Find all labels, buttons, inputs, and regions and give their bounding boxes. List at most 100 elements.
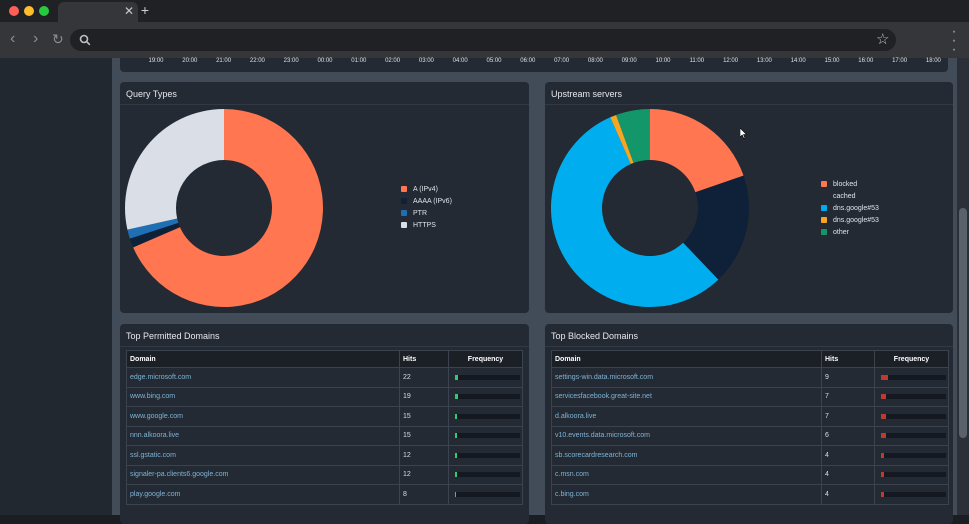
legend-item[interactable]: blocked <box>821 178 879 190</box>
domain-link[interactable]: edge.microsoft.com <box>126 367 400 388</box>
legend-item[interactable]: dns.google#53 <box>821 202 879 214</box>
domain-link[interactable]: play.google.com <box>126 484 400 505</box>
frequency-column-header[interactable]: Frequency <box>448 350 523 368</box>
domain-link[interactable]: www.bing.com <box>126 386 400 407</box>
hits-cell: 4 <box>821 484 875 505</box>
domain-link[interactable]: nnn.alkoora.live <box>126 425 400 446</box>
domain-column-header[interactable]: Domain <box>551 350 822 368</box>
frequency-cell <box>448 484 523 505</box>
donut-slice[interactable] <box>616 109 650 163</box>
legend-swatch <box>401 186 407 192</box>
domain-link[interactable]: v10.events.data.microsoft.com <box>551 425 822 446</box>
frequency-cell <box>448 406 523 427</box>
legend-label: blocked <box>833 180 858 188</box>
legend-item[interactable]: HTTPS <box>401 219 452 231</box>
hits-cell: 7 <box>821 406 875 427</box>
legend-swatch <box>401 222 407 228</box>
legend-swatch <box>821 217 827 223</box>
domain-link[interactable]: www.google.com <box>126 406 400 427</box>
legend-item[interactable]: AAAA (IPv6) <box>401 195 452 207</box>
frequency-bar <box>881 452 946 458</box>
legend-item[interactable]: A (IPv4) <box>401 183 452 195</box>
new-tab-button[interactable]: + <box>140 2 150 18</box>
bookmark-star-icon[interactable]: ☆ <box>876 31 890 48</box>
domain-link[interactable]: ssl.gstatic.com <box>126 445 400 466</box>
frequency-cell <box>874 406 949 427</box>
timeline-tick-label: 13:00 <box>756 58 772 64</box>
legend-item[interactable]: dns.google#53 <box>821 214 879 226</box>
domain-link[interactable]: servicesfacebook.great-site.net <box>551 386 822 407</box>
zoom-window-button[interactable] <box>39 6 49 16</box>
reload-icon[interactable]: ↻ <box>52 31 64 47</box>
panel-title: Top Blocked Domains <box>551 331 639 341</box>
donut-slice[interactable] <box>551 117 719 307</box>
legend-label: A (IPv4) <box>413 185 438 193</box>
frequency-cell <box>448 386 523 407</box>
query-types-donut-chart <box>124 109 323 307</box>
donut-slice[interactable] <box>133 109 323 307</box>
frequency-bar <box>455 472 520 478</box>
browser-tab-strip: ✕ + <box>0 0 969 22</box>
frequency-bar-fill <box>881 413 887 419</box>
minimize-window-button[interactable] <box>24 6 34 16</box>
page-scrollbar[interactable] <box>957 58 969 515</box>
legend-item[interactable]: PTR <box>401 207 452 219</box>
browser-menu-icon[interactable]: · · · <box>951 23 957 58</box>
frequency-bar-fill <box>455 452 457 458</box>
timeline-tick-label: 04:00 <box>452 58 468 64</box>
domain-link[interactable]: c.msn.com <box>551 464 822 485</box>
frequency-column-header[interactable]: Frequency <box>874 350 949 368</box>
legend-label: other <box>833 228 849 236</box>
timeline-tick-label: 19:00 <box>148 58 164 64</box>
table-row: edge.microsoft.com 22 <box>126 367 523 388</box>
donut-slice[interactable] <box>683 175 749 280</box>
donut-slice[interactable] <box>650 109 744 193</box>
back-icon[interactable]: ‹ <box>10 30 16 47</box>
legend-label: dns.google#53 <box>833 204 879 212</box>
forward-icon[interactable]: › <box>33 30 39 47</box>
domain-link[interactable]: settings-win.data.microsoft.com <box>551 367 822 388</box>
address-bar[interactable]: ☆ <box>70 29 896 51</box>
frequency-bar <box>455 394 520 400</box>
domain-link[interactable]: signaler-pa.clients6.google.com <box>126 464 400 485</box>
hits-cell: 22 <box>399 367 449 388</box>
frequency-bar <box>455 433 520 439</box>
browser-tab[interactable]: ✕ <box>58 2 138 22</box>
domain-column-header[interactable]: Domain <box>126 350 400 368</box>
frequency-bar-fill <box>455 433 458 439</box>
domain-link[interactable]: c.bing.com <box>551 484 822 505</box>
close-window-button[interactable] <box>9 6 19 16</box>
domain-link[interactable]: d.alkoora.live <box>551 406 822 427</box>
donut-slice[interactable] <box>129 222 180 248</box>
hits-cell: 19 <box>399 386 449 407</box>
frequency-bar <box>455 413 520 419</box>
close-tab-icon[interactable]: ✕ <box>123 4 134 18</box>
table-row: servicesfacebook.great-site.net 7 <box>551 386 949 407</box>
table-row: c.bing.com 4 <box>551 484 949 505</box>
scrollbar-thumb[interactable] <box>959 208 967 438</box>
frequency-cell <box>874 445 949 466</box>
frequency-bar-fill <box>455 472 457 478</box>
frequency-bar <box>455 491 520 497</box>
timeline-tick-label: 11:00 <box>689 58 705 64</box>
donut-slice[interactable] <box>127 218 179 239</box>
hits-cell: 12 <box>399 464 449 485</box>
legend-item[interactable]: cached <box>821 190 879 202</box>
frequency-cell <box>874 464 949 485</box>
legend-label: HTTPS <box>413 221 436 229</box>
domain-link[interactable]: sb.scorecardresearch.com <box>551 445 822 466</box>
timeline-axis: 19:00 20:00 21:00 22:00 23:00 00:00 01:00 02:00… <box>120 58 948 72</box>
legend-label: AAAA (IPv6) <box>413 197 452 205</box>
hits-cell: 6 <box>821 425 875 446</box>
donut-slice[interactable] <box>610 114 634 165</box>
legend-item[interactable]: other <box>821 226 879 238</box>
donut-slice[interactable] <box>124 109 224 230</box>
timeline-tick-label: 17:00 <box>892 58 908 64</box>
top-permitted-table: Domain Hits Frequency edge.microsoft.com… <box>126 350 523 505</box>
legend-swatch <box>401 198 407 204</box>
divider <box>545 104 953 105</box>
hits-column-header[interactable]: Hits <box>821 350 875 368</box>
frequency-cell <box>874 425 949 446</box>
frequency-bar <box>455 374 520 380</box>
hits-column-header[interactable]: Hits <box>399 350 449 368</box>
